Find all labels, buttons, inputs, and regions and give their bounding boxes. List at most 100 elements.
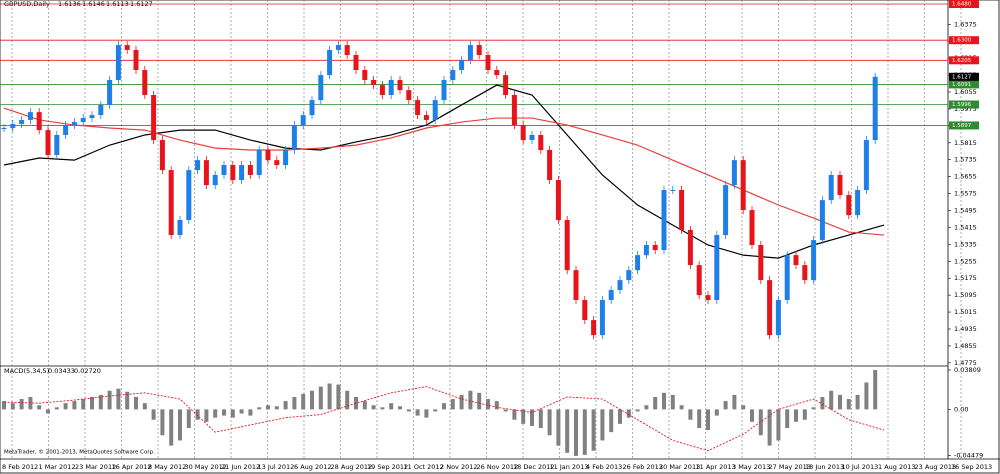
macd-bar <box>468 390 473 410</box>
x-tick-label: 30 May 2012 <box>185 463 227 471</box>
macd-bar <box>820 396 825 410</box>
macd-bar <box>142 403 147 410</box>
macd-bar <box>116 388 121 410</box>
y-tick-label: 1.6375 <box>954 20 977 28</box>
candle <box>775 299 781 336</box>
macd-bar <box>723 401 728 410</box>
macd-bar <box>318 386 323 410</box>
macd-bar <box>327 383 332 410</box>
y-tick-label: -0.04479 <box>954 452 983 460</box>
macd-bar <box>477 392 482 410</box>
candle <box>335 45 341 50</box>
macd-bar <box>98 394 103 410</box>
candle <box>802 265 808 281</box>
macd-bar <box>864 382 869 410</box>
macd-bar <box>54 407 59 410</box>
macd-bar <box>855 394 860 410</box>
current-price-tag <box>949 72 979 81</box>
macd-bar <box>371 405 376 410</box>
macd-bar <box>662 392 666 410</box>
candle <box>679 189 685 230</box>
macd-bar <box>63 403 68 410</box>
level-tag <box>949 121 979 130</box>
candle <box>19 119 25 124</box>
macd-bar <box>169 409 174 446</box>
macd-bar <box>706 409 710 431</box>
y-tick-label: 1.5815 <box>954 139 977 147</box>
level-label: 1.6091 <box>952 82 971 88</box>
y-tick-label: 1.4855 <box>954 342 977 350</box>
candle <box>353 55 359 71</box>
candle <box>309 100 315 116</box>
candle <box>784 255 790 300</box>
y-tick-label: 1.5735 <box>954 156 977 164</box>
x-tick-label: 4 Feb 2013 <box>586 463 622 471</box>
macd-value: 0.03433 <box>48 367 75 375</box>
x-tick-label: 3 May 2013 <box>732 463 770 471</box>
macd-bar <box>574 409 578 456</box>
candle <box>177 220 183 236</box>
candle <box>599 299 605 336</box>
macd-bar <box>521 409 526 424</box>
macd-bar <box>336 384 341 410</box>
macd-bar <box>406 409 411 412</box>
macd-bar <box>556 409 561 446</box>
candle <box>819 200 825 241</box>
macd-bar <box>345 390 350 410</box>
macd-bar <box>424 409 429 418</box>
level-label: 1.6205 <box>952 58 972 64</box>
macd-bar <box>794 409 798 422</box>
candle <box>767 280 773 336</box>
y-tick-label: 1.4935 <box>954 325 977 333</box>
macd-bar <box>81 399 86 410</box>
macd-bar <box>732 394 737 410</box>
candle <box>247 165 253 175</box>
macd-bar <box>846 399 851 410</box>
y-tick-label: 1.4775 <box>954 359 977 367</box>
candle <box>705 295 711 300</box>
macd-bar <box>134 396 138 410</box>
candle <box>485 55 491 71</box>
macd-bar <box>274 406 279 410</box>
candle <box>397 79 403 91</box>
macd-bar <box>785 409 790 428</box>
candle <box>89 115 95 119</box>
macd-bar <box>873 370 878 410</box>
macd-bar <box>565 409 570 453</box>
y-tick-label: 1.5335 <box>954 240 977 248</box>
y-tick-label: 1.5095 <box>954 291 977 299</box>
level-label: 1.5897 <box>952 123 972 129</box>
macd-bar <box>257 407 262 410</box>
candle <box>133 49 139 71</box>
macd-title: MACD(5,34,5) <box>4 367 49 375</box>
candle <box>511 94 517 126</box>
candle <box>591 320 597 336</box>
x-tick-label: 23 Mar 2012 <box>75 463 116 471</box>
macd-bar <box>653 396 658 410</box>
x-tick-label: 23 Aug 2013 <box>915 463 957 471</box>
candle <box>608 290 614 300</box>
macd-bar <box>741 405 746 410</box>
macd-bar <box>503 409 508 412</box>
macd-bar <box>37 405 42 410</box>
candle <box>168 170 174 236</box>
macd-bar <box>283 401 288 410</box>
x-tick-label: 20 Mar 2013 <box>659 463 700 471</box>
x-tick-label: 11 Oct 2012 <box>404 463 444 471</box>
candle <box>670 189 676 191</box>
macd-bar <box>670 394 675 410</box>
x-tick-label: 16 Apr 2012 <box>112 463 152 471</box>
macd-bar <box>609 409 614 433</box>
candle <box>652 244 658 251</box>
candle <box>696 265 702 296</box>
candle <box>239 165 245 181</box>
macd-bar <box>380 407 385 410</box>
x-tick-label: 11 Jan 2013 <box>550 463 589 471</box>
candle <box>582 299 588 321</box>
candle <box>863 140 869 190</box>
candle <box>538 134 544 150</box>
candle <box>230 165 236 181</box>
macd-bar <box>494 401 499 410</box>
x-tick-label: 13 Jul 2012 <box>258 463 295 471</box>
x-tick-label: 2 Nov 2012 <box>440 463 478 471</box>
